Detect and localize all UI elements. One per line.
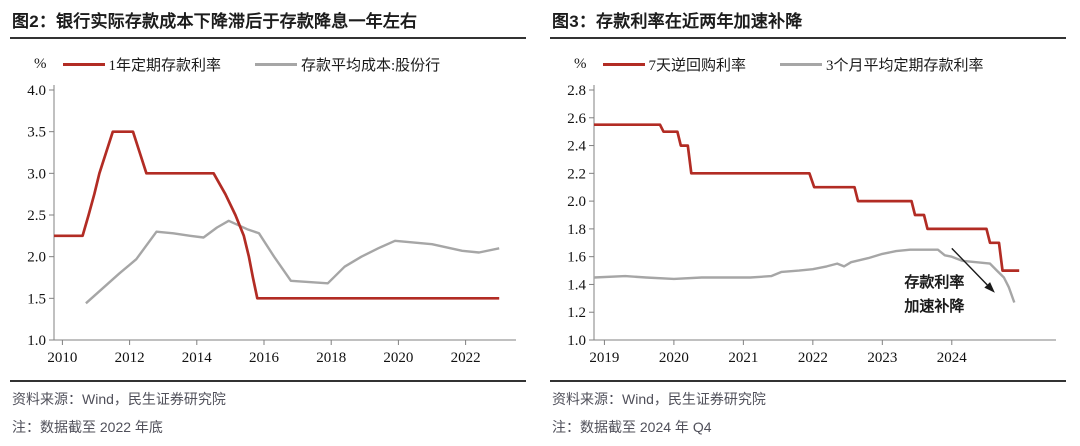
figure-2-title: 图2：银行实际存款成本下降滞后于存款降息一年左右: [10, 0, 526, 39]
source-text: 资料来源：Wind，民生证券研究院: [12, 391, 226, 407]
x-axis-tick-label: 2014: [182, 350, 213, 366]
y-axis-tick-label: 4.0: [27, 83, 46, 99]
y-axis-tick-label: 1.4: [567, 277, 586, 293]
y-axis-tick-label: 1.0: [567, 333, 586, 349]
annotation-arrow-line: [951, 247, 988, 286]
figure-2-line-chart: 1.0 1.5 2.0 2.5 3.0 3.5 4.0 2010 2012 2014 2016 201…: [27, 83, 516, 366]
y-axis-unit-label: %: [574, 55, 587, 72]
x-axis-tick-label: 2024: [937, 350, 968, 366]
gray-line-swatch: [780, 62, 823, 66]
annotation-text-line2: 加速补降: [903, 297, 965, 315]
series-line: [594, 123, 1020, 272]
red-line-swatch: [602, 62, 645, 66]
annotation-arrowhead-icon: [984, 282, 995, 293]
legend-entry-deposit-rate: 1年定期存款利率: [62, 54, 222, 75]
legend-label: 7天逆回购利率: [648, 57, 747, 74]
x-axis-tick-label: 2019: [589, 350, 619, 366]
x-axis-tick-label: 2023: [867, 350, 897, 366]
figure-2-legend: % 1年定期存款利率 存款平均成本:股份行: [34, 54, 526, 74]
red-line-swatch: [62, 62, 105, 66]
x-axis-tick-label: 2020: [659, 350, 689, 366]
series-line: [54, 130, 500, 300]
figure-3-legend: % 7天逆回购利率 3个月平均定期存款利率: [574, 54, 1066, 74]
y-axis-tick-label: 2.6: [567, 111, 586, 127]
y-axis-tick-label: 2.5: [27, 208, 46, 224]
y-axis-tick-label: 1.5: [27, 291, 46, 307]
legend-entry-avg-cost: 存款平均成本:股份行: [255, 54, 440, 75]
y-axis-tick-label: 3.5: [27, 125, 46, 141]
y-axis-tick-label: 2.4: [567, 139, 586, 155]
figure-3-title: 图3：存款利率在近两年加速补降: [550, 0, 1066, 39]
figure-3-panel: 图3：存款利率在近两年加速补降 % 7天逆回购利率 3个月平均定期存款利率 1.…: [540, 0, 1080, 446]
y-axis-tick-label: 2.0: [567, 194, 586, 210]
y-axis-tick-label: 2.8: [567, 83, 586, 99]
y-axis-tick-label: 3.0: [27, 166, 46, 182]
figure-3-line-chart: 1.0 1.2 1.4 1.6 1.8 2.0 2.2 2.4 2.6 2.8 2019 2020 20…: [567, 83, 1056, 366]
x-axis-tick-label: 2012: [115, 350, 145, 366]
annotation-text-line1: 存款利率: [904, 273, 964, 291]
x-axis-tick-label: 2016: [249, 350, 280, 366]
legend-label: 存款平均成本:股份行: [301, 57, 441, 74]
x-axis-tick-label: 2022: [451, 350, 481, 366]
y-axis-tick-label: 2.0: [27, 250, 46, 266]
figure-3-footer: 资料来源：Wind，民生证券研究院 注：数据截至 2024 年 Q4: [550, 380, 1066, 437]
x-axis-tick-label: 2021: [728, 350, 758, 366]
series-line: [85, 219, 500, 305]
note-text: 注：数据截至 2022 年底: [12, 419, 163, 435]
x-axis-tick-label: 2018: [316, 350, 346, 366]
y-axis-tick-label: 1.2: [567, 305, 586, 321]
legend-entry-reverse-repo: 7天逆回购利率: [602, 54, 747, 75]
y-axis-tick-label: 2.2: [567, 166, 586, 182]
gray-line-swatch: [255, 62, 298, 66]
figure-2-footer: 资料来源：Wind，民生证券研究院 注：数据截至 2022 年底: [10, 380, 526, 437]
series-line: [593, 248, 1016, 303]
source-text: 资料来源：Wind，民生证券研究院: [552, 391, 766, 407]
y-axis-tick-label: 1.0: [27, 333, 46, 349]
y-axis-tick-label: 1.6: [567, 250, 586, 266]
figure-2-panel: 图2：银行实际存款成本下降滞后于存款降息一年左右 % 1年定期存款利率 存款平均…: [10, 0, 526, 437]
y-axis-unit-label: %: [34, 55, 47, 72]
x-axis-tick-label: 2022: [798, 350, 828, 366]
legend-label: 1年定期存款利率: [108, 57, 222, 74]
x-axis-tick-label: 2020: [383, 350, 413, 366]
y-axis-tick-label: 1.8: [567, 222, 586, 238]
legend-label: 3个月平均定期存款利率: [826, 57, 984, 74]
legend-entry-3m-deposit: 3个月平均定期存款利率: [780, 54, 984, 75]
x-axis-tick-label: 2010: [47, 350, 77, 366]
note-text: 注：数据截至 2024 年 Q4: [552, 419, 712, 435]
